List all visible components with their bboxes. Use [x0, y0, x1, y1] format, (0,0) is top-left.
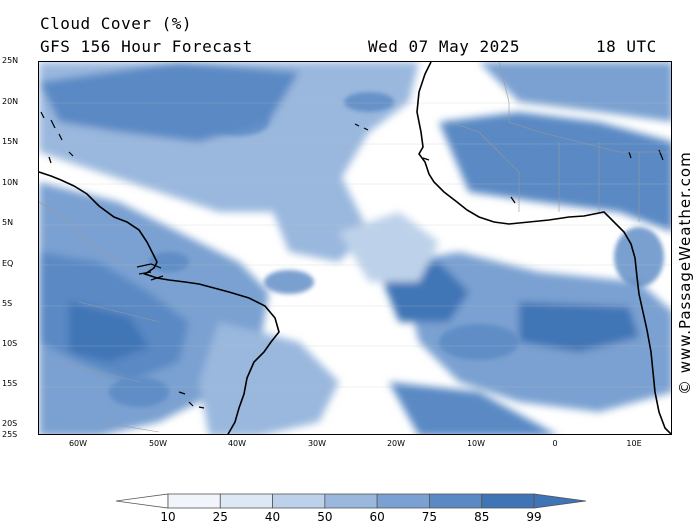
cloud-field-layer — [39, 62, 671, 434]
map-frame — [38, 61, 672, 435]
colorbar-segment — [376, 493, 430, 509]
lat-label-eq: EQ — [2, 259, 14, 268]
lon-label-20w: 20W — [386, 439, 406, 448]
forecast-datetime: Wed 07 May 2025 — [368, 37, 520, 56]
colorbar-high-arrow — [533, 493, 586, 509]
lat-label-25s: 25S — [2, 430, 18, 439]
lon-label-0: 0 — [552, 439, 558, 448]
lon-label-60w: 60W — [68, 439, 88, 448]
lat-label-10n: 10N — [2, 178, 19, 187]
coast-islands — [354, 123, 664, 204]
colorbar-label: 50 — [317, 510, 333, 524]
cloud-cover-map — [39, 62, 671, 434]
lat-label-5s: 5S — [2, 299, 13, 308]
country-borders — [39, 62, 671, 433]
lat-label-20s: 20S — [2, 419, 18, 428]
subtitle-forecast: GFS 156 Hour Forecast — [40, 37, 253, 56]
colorbar-label: 40 — [264, 510, 281, 524]
forecast-utc: 18 UTC — [596, 37, 657, 56]
colorbar-label: 60 — [369, 510, 385, 524]
lat-label-15n: 15N — [2, 137, 19, 146]
colorbar-segment — [481, 493, 535, 509]
colorbar-segment — [429, 493, 483, 509]
lon-label-50w: 50W — [148, 439, 168, 448]
brazil-islands — [178, 391, 205, 409]
lon-label-30w: 30W — [307, 439, 327, 448]
colorbar-label: 85 — [474, 510, 490, 524]
colorbar-label: 99 — [526, 510, 542, 524]
title-cloud-cover: Cloud Cover (%) — [40, 14, 192, 33]
colorbar-label: 75 — [421, 510, 438, 524]
africa-coastline — [416, 62, 671, 434]
colorbar-label: 10 — [160, 510, 176, 524]
colorbar — [116, 493, 586, 509]
colorbar-label: 25 — [212, 510, 228, 524]
lat-label-10s: 10S — [2, 339, 18, 348]
lat-label-15s: 15S — [2, 379, 18, 388]
colorbar-segment — [167, 493, 221, 509]
lon-label-40w: 40W — [227, 439, 247, 448]
colorbar-segment — [272, 493, 326, 509]
cloud-cells-layer — [64, 84, 664, 407]
lat-label-25n: 25N — [2, 56, 19, 65]
colorbar-segment — [324, 493, 378, 509]
colorbar-segment — [219, 493, 273, 509]
lon-label-10e: 10E — [626, 439, 642, 448]
lat-label-20n: 20N — [2, 97, 19, 106]
lat-label-5n: 5N — [2, 218, 14, 227]
south-america-coastline — [39, 171, 280, 434]
lon-label-10w: 10W — [466, 439, 486, 448]
watermark-passageweather: © www.PassageWeather.com — [676, 151, 694, 395]
caribbean-islands — [40, 111, 74, 164]
graticule — [39, 102, 671, 388]
amazon-delta — [136, 263, 164, 281]
colorbar-low-arrow — [116, 493, 169, 509]
